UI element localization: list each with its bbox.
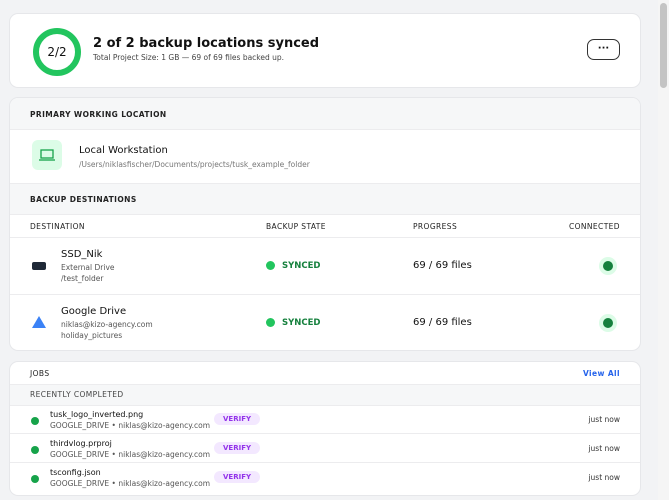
- status-dot: [266, 261, 275, 270]
- column-header: DESTINATION: [30, 222, 85, 231]
- backups-band: [10, 183, 640, 215]
- job-detail: GOOGLE_DRIVE • niklas@kizo-agency.com: [50, 479, 211, 488]
- job-time: just now: [588, 415, 620, 424]
- summary-title: 2 of 2 backup locations synced: [93, 36, 320, 51]
- column-header: PROGRESS: [413, 222, 458, 231]
- column-header: BACKUP STATE: [266, 222, 326, 231]
- backup-state: SYNCED: [282, 318, 321, 328]
- destination-type: niklas@kizo-agency.com: [61, 320, 153, 329]
- view-all-link[interactable]: View All: [582, 369, 620, 378]
- divider: [10, 237, 640, 238]
- job-detail: GOOGLE_DRIVE • niklas@kizo-agency.com: [50, 421, 211, 430]
- job-time: just now: [588, 473, 620, 482]
- divider: [10, 433, 640, 434]
- job-name: tusk_logo_inverted.png: [50, 410, 144, 419]
- location-name: Local Workstation: [79, 145, 168, 156]
- destination-folder: /test_folder: [61, 274, 104, 283]
- jobs-band: [10, 384, 640, 406]
- job-time: just now: [588, 444, 620, 453]
- jobs-card: JOBS View All RECENTLY COMPLETED tusk_lo…: [10, 362, 640, 495]
- connected-indicator: [599, 314, 617, 332]
- scrollbar[interactable]: [658, 0, 669, 500]
- gdrive-icon: [32, 316, 46, 328]
- summary-card: 2/2 2 of 2 backup locations synced Total…: [10, 14, 640, 87]
- verify-badge[interactable]: VERIFY: [214, 413, 261, 425]
- backup-state: SYNCED: [282, 261, 321, 271]
- job-name: thirdvlog.prproj: [50, 439, 112, 448]
- section-heading: BACKUP DESTINATIONS: [30, 195, 137, 204]
- laptop-icon: [32, 140, 62, 170]
- locations-card: PRIMARY WORKING LOCATION Local Workstati…: [10, 98, 640, 350]
- verify-badge[interactable]: VERIFY: [214, 442, 261, 454]
- jobs-title: JOBS: [30, 369, 50, 378]
- verify-badge[interactable]: VERIFY: [214, 471, 261, 483]
- destination-name: SSD_Nik: [61, 249, 103, 260]
- progress: 69 / 69 files: [413, 260, 472, 271]
- divider: [10, 294, 640, 295]
- destination-type: External Drive: [61, 263, 115, 272]
- sync-ring: [33, 28, 81, 76]
- ring-label: 2/2: [47, 45, 67, 59]
- summary-subtitle: Total Project Size: 1 GB — 69 of 69 file…: [93, 53, 285, 62]
- connected-indicator: [599, 257, 617, 275]
- destination-folder: holiday_pictures: [61, 331, 123, 340]
- check-icon: [31, 475, 39, 483]
- status-dot: [266, 318, 275, 327]
- divider: [10, 462, 640, 463]
- progress: 69 / 69 files: [413, 317, 472, 328]
- job-name: tsconfig.json: [50, 468, 101, 477]
- menu-button[interactable]: ···: [587, 39, 620, 60]
- check-icon: [31, 417, 39, 425]
- section-heading: PRIMARY WORKING LOCATION: [30, 110, 167, 119]
- destination-name: Google Drive: [61, 306, 127, 317]
- check-icon: [31, 446, 39, 454]
- primary-band: [10, 98, 640, 130]
- location-path: /Users/niklasfischer/Documents/projects/…: [79, 160, 310, 169]
- section-heading: RECENTLY COMPLETED: [30, 390, 124, 399]
- drive-icon: [32, 262, 46, 270]
- job-detail: GOOGLE_DRIVE • niklas@kizo-agency.com: [50, 450, 211, 459]
- column-header: CONNECTED: [568, 222, 620, 231]
